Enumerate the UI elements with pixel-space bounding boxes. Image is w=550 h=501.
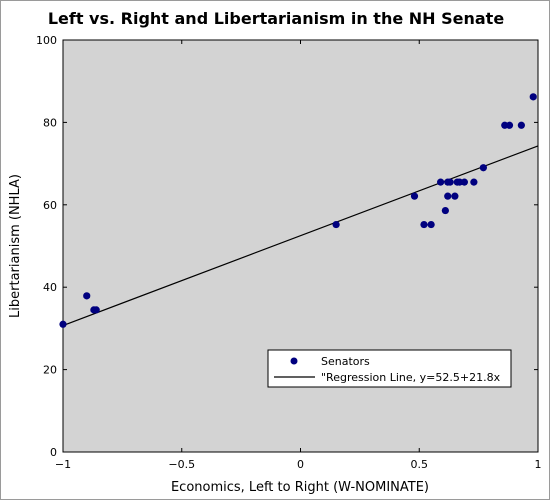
- senator-point: [505, 121, 514, 129]
- senator-point: [441, 206, 449, 215]
- x-tick-label: −0.5: [168, 458, 195, 471]
- senator-point: [427, 220, 435, 229]
- senator-point: [83, 292, 91, 300]
- y-tick-label: 40: [43, 281, 57, 294]
- senator-point: [529, 93, 537, 101]
- regression-line: [62, 145, 539, 327]
- senator-point: [92, 306, 100, 314]
- x-tick-label: 0: [297, 458, 304, 471]
- legend-box: [267, 349, 512, 388]
- senator-point: [479, 164, 487, 172]
- chart-title: Left vs. Right and Libertarianism in the…: [48, 9, 505, 28]
- x-axis: −1 −0.5 0 0.5 1: [55, 40, 542, 471]
- y-tick-label: 80: [43, 116, 57, 129]
- senator-point: [446, 178, 454, 186]
- senator-point: [437, 178, 445, 186]
- x-axis-label: Economics, Left to Right (W-NOMINATE): [171, 480, 429, 495]
- senator-point: [332, 220, 340, 229]
- legend-regression-label: "Regression Line, y=52.5+21.8x: [321, 371, 501, 384]
- x-tick-label: −1: [55, 458, 71, 471]
- data-points: [59, 93, 537, 328]
- senator-point: [420, 220, 428, 229]
- legend: Senators "Regression Line, y=52.5+21.8x: [267, 349, 512, 388]
- senator-point: [451, 192, 459, 200]
- y-tick-label: 20: [43, 364, 57, 377]
- senator-point: [410, 192, 419, 200]
- y-axis: 0 20 40 60 80 100: [36, 34, 538, 459]
- senator-point: [444, 192, 452, 200]
- y-tick-label: 100: [36, 34, 57, 47]
- senator-point: [470, 178, 478, 186]
- senator-point: [59, 320, 67, 328]
- senator-point: [517, 121, 525, 129]
- plot-area: [62, 39, 539, 453]
- y-axis-label: Libertarianism (NHLA): [8, 174, 23, 318]
- x-tick-label: 0.5: [411, 458, 429, 471]
- x-tick-label: 1: [535, 458, 542, 471]
- legend-senators-label: Senators: [321, 355, 370, 368]
- y-tick-label: 0: [50, 446, 57, 459]
- senator-point: [460, 178, 468, 186]
- y-tick-label: 60: [43, 199, 57, 212]
- legend-senators-marker: [290, 357, 298, 365]
